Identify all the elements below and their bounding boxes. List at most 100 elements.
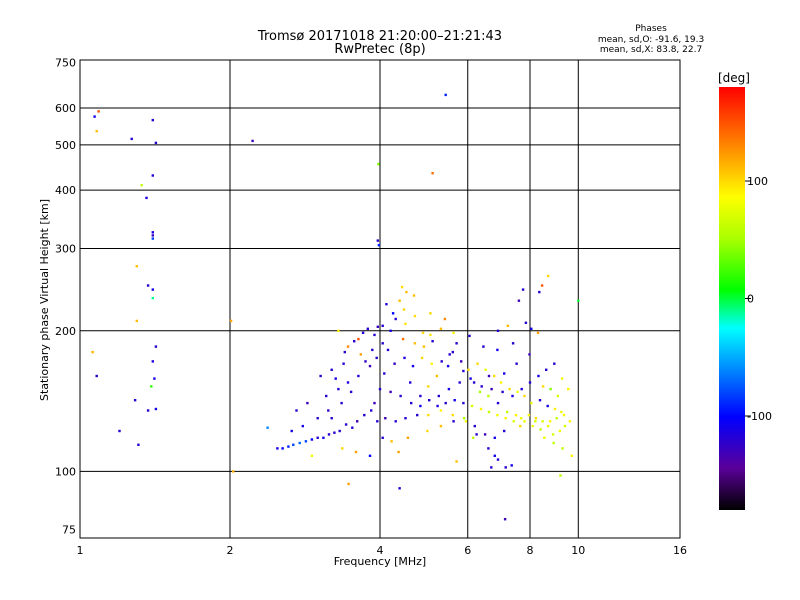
echo-point (458, 381, 461, 384)
echo-point (409, 381, 412, 384)
echo-point (151, 231, 154, 234)
echo-point (325, 394, 328, 398)
phase-stats-title: Phases (635, 24, 667, 34)
echo-point (528, 381, 532, 384)
echo-point (538, 290, 541, 294)
echo-point (151, 118, 154, 122)
echo-point (368, 454, 372, 457)
y-tick-label: 100 (55, 465, 76, 478)
echo-point (327, 433, 331, 436)
echo-point (467, 368, 470, 371)
echo-point (462, 401, 465, 405)
echo-point (541, 420, 544, 423)
echo-point (520, 417, 523, 420)
echo-point (548, 420, 552, 423)
echo-point (378, 387, 382, 391)
colorbar-tick-label: 100 (747, 175, 768, 188)
echo-point (404, 322, 407, 325)
echo-point (151, 174, 154, 177)
x-tick-label: 16 (673, 544, 687, 557)
echo-point (420, 356, 424, 360)
echo-point (402, 308, 406, 311)
echo-point (439, 424, 443, 428)
echo-point (389, 329, 392, 332)
title-group: Tromsø 20171018 21:20:00–21:21:43 RwPret… (257, 29, 502, 57)
echo-point (393, 362, 396, 365)
echo-point (342, 362, 345, 365)
echo-point (551, 433, 555, 436)
grid-lines (80, 60, 680, 538)
echo-point (316, 436, 319, 439)
phase-colorbar: [deg] 100 0 -100 (718, 71, 772, 510)
echo-point (411, 364, 415, 368)
echo-point (476, 362, 479, 365)
echo-point (496, 329, 500, 332)
echo-point (151, 237, 154, 240)
echo-point (439, 409, 443, 412)
echo-point (292, 443, 295, 446)
echo-point (547, 424, 550, 428)
echo-point (540, 284, 544, 287)
echo-point (310, 438, 314, 441)
echo-point (528, 353, 531, 356)
echo-point (394, 420, 397, 423)
echo-point (503, 518, 507, 521)
echo-point (346, 345, 350, 348)
echo-point (401, 337, 405, 341)
echo-point (496, 458, 500, 461)
chart-title-line1: Tromsø 20171018 21:20:00–21:21:43 (257, 29, 502, 44)
echo-point (501, 390, 504, 394)
echo-point (504, 417, 507, 420)
echo-point (506, 324, 509, 327)
echo-point (553, 407, 557, 411)
echo-point (322, 436, 325, 439)
echo-point (385, 303, 388, 306)
echo-point (427, 385, 430, 388)
chart-title-line2: RwPretec (8p) (334, 42, 425, 57)
echo-point (504, 466, 507, 469)
echo-point (343, 350, 346, 354)
echo-point (154, 407, 158, 411)
phase-stats-o-mode: mean, sd,O: -91.6, 19.3 (598, 35, 704, 45)
echo-point (353, 340, 356, 343)
echo-point (91, 350, 94, 354)
echo-point (475, 433, 478, 436)
echo-point (347, 482, 350, 486)
echo-point (419, 394, 422, 398)
y-tick-label: 750 (55, 57, 76, 70)
echo-point (503, 372, 506, 375)
echo-point (304, 440, 308, 443)
echo-point (368, 364, 372, 368)
echo-point (140, 184, 143, 187)
echo-point (394, 317, 397, 321)
echo-point (398, 299, 401, 302)
echo-point (135, 265, 138, 268)
echo-point (520, 387, 523, 391)
echo-point (527, 413, 531, 417)
echo-point (229, 319, 233, 323)
x-axis-label: Frequency [MHz] (334, 555, 426, 568)
echo-point (531, 424, 534, 428)
echo-point (346, 381, 350, 384)
echo-point (460, 360, 463, 363)
echo-point (310, 454, 314, 457)
x-tick-label: 4 (377, 544, 384, 557)
echo-point (130, 137, 133, 141)
echo-point (437, 394, 440, 398)
echo-point (453, 399, 456, 402)
y-tick-label: 600 (55, 102, 76, 115)
echo-point (276, 447, 279, 450)
echo-point (435, 374, 438, 378)
echo-point (553, 362, 556, 365)
echo-point (95, 374, 98, 378)
echo-point (493, 436, 496, 439)
echo-point (452, 420, 455, 423)
echo-point (471, 436, 475, 439)
echo-point (429, 333, 432, 337)
echo-point (508, 387, 511, 391)
echo-point (430, 362, 433, 365)
echo-point (151, 296, 154, 300)
echo-point (545, 368, 548, 371)
echo-point (570, 454, 573, 457)
x-tick-label: 8 (527, 544, 534, 557)
